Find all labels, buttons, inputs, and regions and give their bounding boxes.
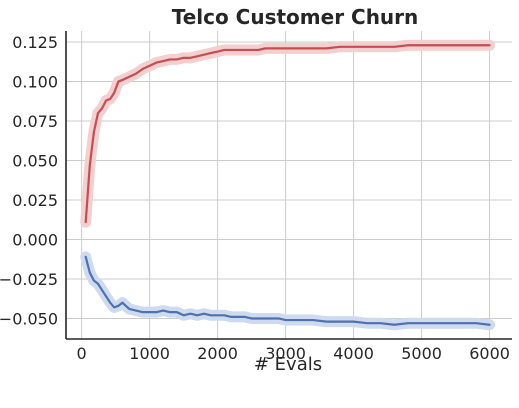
y-tick-label: −0.025 [0, 270, 58, 289]
series-1-line [84, 255, 491, 326]
series-0-band [80, 39, 496, 228]
x-tick-label: 4000 [333, 344, 374, 363]
x-tick-label: 2000 [197, 344, 238, 363]
y-tick-label: 0.025 [12, 191, 58, 210]
series-1-band [80, 251, 496, 331]
chart-title: Telco Customer Churn [172, 5, 419, 29]
series-0-line [84, 44, 491, 224]
confidence-bands [80, 39, 496, 331]
y-tick-label: 0.050 [12, 152, 58, 171]
x-tick-label: 3000 [265, 344, 306, 363]
x-tick-label: 5000 [401, 344, 442, 363]
x-tick-labels: 0 1000 2000 3000 4000 5000 6000 [77, 344, 510, 363]
x-tick-label: 1000 [129, 344, 170, 363]
y-tick-label: 0.125 [12, 33, 58, 52]
grid [66, 31, 512, 339]
y-tick-label: −0.050 [0, 309, 58, 328]
x-tick-label: 6000 [469, 344, 510, 363]
y-tick-labels: −0.050 −0.025 0.000 0.025 0.050 0.075 0.100 0.1… [0, 33, 58, 328]
x-axis-label: # Evals [254, 354, 322, 375]
series-lines [84, 44, 491, 326]
y-tick-label: 0.100 [12, 73, 58, 92]
y-tick-label: 0.000 [12, 230, 58, 249]
x-tick-label: 0 [77, 344, 87, 363]
y-tick-label: 0.075 [12, 112, 58, 131]
